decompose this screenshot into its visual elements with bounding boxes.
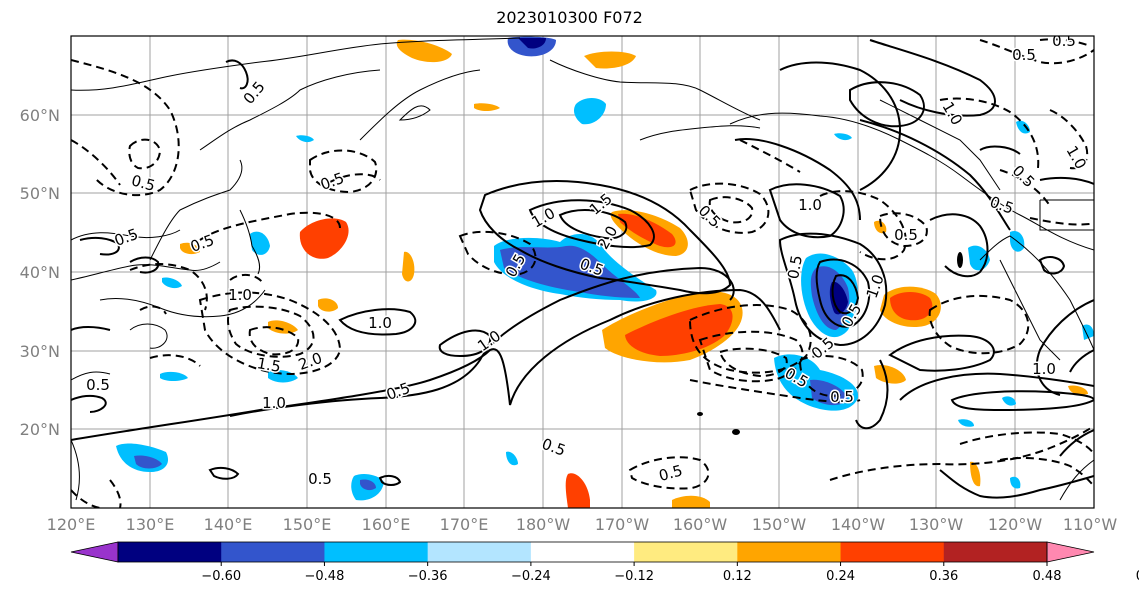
colorbar-extend-low <box>70 541 119 563</box>
lat-tick-label: 40°N <box>20 263 60 282</box>
lon-tick-label: 120°W <box>988 515 1043 534</box>
colorbar-tick-label: −0.60 <box>201 569 241 584</box>
lon-tick-label: 170°E <box>440 515 489 534</box>
negative-anomaly-blob <box>958 419 974 427</box>
lon-tick-label: 180°W <box>516 515 571 534</box>
positive-anomaly-blob <box>318 298 338 312</box>
negative-anomaly-blob <box>518 38 546 49</box>
contour-label: 0.5 <box>894 226 918 244</box>
colorbar-extend-high <box>1046 541 1095 563</box>
positive-anomaly-blob <box>618 213 676 248</box>
positive-anomaly-blob <box>299 218 349 259</box>
contour-label: 1.0 <box>368 314 392 332</box>
colorbar-segment <box>118 542 222 562</box>
negative-anomaly-blob <box>834 133 852 141</box>
lat-tick-label: 60°N <box>20 106 60 125</box>
contour-label: 1.0 <box>798 196 822 214</box>
colorbar-segment <box>840 542 945 562</box>
lat-axis: 60°N 50°N 40°N 30°N 20°N <box>20 106 60 439</box>
lon-tick-label: 140°W <box>831 515 886 534</box>
negative-anomaly-blob <box>1002 396 1016 406</box>
positive-contours <box>71 39 1094 499</box>
lon-tick-label: 150°E <box>283 515 332 534</box>
map-title: 2023010300 F072 <box>496 8 643 27</box>
lat-tick-label: 30°N <box>20 342 60 361</box>
lon-tick-label: 130°W <box>909 515 964 534</box>
colorbar-segment <box>221 542 325 562</box>
positive-anomaly-blob <box>890 292 933 321</box>
colorbar-segment <box>737 542 842 562</box>
land-features <box>697 252 963 435</box>
colorbar-tick-label: 0.24 <box>826 569 855 584</box>
contour-label: 0.5 <box>1052 32 1076 50</box>
negative-anomaly-blob <box>506 451 518 466</box>
negative-anomaly-blob <box>250 231 270 255</box>
contour-label: 0.5 <box>1012 46 1036 64</box>
negative-anomaly-blob <box>1016 120 1030 134</box>
lon-tick-label: 140°E <box>204 515 253 534</box>
lat-tick-label: 50°N <box>20 184 60 203</box>
colorbar-tick-label: 0.48 <box>1033 569 1062 584</box>
contour-label: 1.0 <box>1032 360 1056 378</box>
negative-anomaly-blob <box>134 455 162 469</box>
colorbar-tick-label: −0.48 <box>305 569 345 584</box>
positive-anomaly-blob <box>565 473 590 508</box>
lon-axis: 120°E 130°E 140°E 150°E 160°E 170°E 180°… <box>47 515 1118 534</box>
negative-anomaly-blob <box>296 135 314 143</box>
positive-anomaly-blob <box>584 51 636 69</box>
lon-tick-label: 170°W <box>595 515 650 534</box>
lon-tick-label: 130°E <box>126 515 175 534</box>
lon-tick-label: 160°E <box>362 515 411 534</box>
positive-anomaly-blob <box>625 304 733 356</box>
positive-anomaly-blob <box>180 242 200 255</box>
lon-tick-label: 110°W <box>1063 515 1118 534</box>
lon-tick-label: 150°W <box>752 515 807 534</box>
lat-tick-label: 20°N <box>20 420 60 439</box>
lon-tick-label: 120°E <box>47 515 96 534</box>
negative-anomaly-blob <box>574 98 606 125</box>
negative-anomaly-blob <box>160 371 188 381</box>
positive-anomaly-blob <box>396 39 452 63</box>
colorbar-tick-label: −0.12 <box>614 569 654 584</box>
positive-anomaly-blob <box>1068 385 1088 395</box>
colorbar: −0.60 −0.48 −0.36 −0.24 −0.12 0.12 0.24 0.36 0.4… <box>70 541 1139 584</box>
colorbar-segment <box>427 542 532 562</box>
colorbar-segment <box>324 542 429 562</box>
colorbar-segment <box>634 542 738 562</box>
positive-anomaly-blob <box>874 364 906 384</box>
positive-anomaly-blob <box>402 251 415 282</box>
negative-anomaly-blob <box>162 277 182 289</box>
colorbar-tick-label: 0.36 <box>929 569 958 584</box>
contour-label: 0.5 <box>86 376 110 394</box>
positive-anomaly-blob <box>874 220 887 234</box>
colorbar-frame <box>117 541 1048 563</box>
contour-label: 1.0 <box>228 286 252 304</box>
negative-anomaly-blob <box>1082 324 1094 340</box>
positive-anomaly-blob <box>970 461 981 487</box>
colorbar-segment <box>943 542 1048 562</box>
negative-contours <box>71 38 1094 508</box>
colorbar-tick-label: −0.36 <box>408 569 448 584</box>
colorbar-tick-label: −0.24 <box>511 569 551 584</box>
contour-label: 1.0 <box>262 394 286 412</box>
negative-anomaly-blob <box>1010 476 1021 489</box>
negative-anomaly-blob <box>810 379 848 406</box>
map-frame <box>70 35 1095 509</box>
negative-anomaly-blob <box>360 479 376 491</box>
contour-label: 0.5 <box>830 388 854 406</box>
positive-anomaly-blob <box>268 320 298 334</box>
contour-label: 0.5 <box>308 470 332 488</box>
positive-anomaly-blob <box>474 103 500 111</box>
colorbar-tick-label: 0.12 <box>723 569 752 584</box>
colorbar-tick-label: 0.60 <box>1136 569 1139 584</box>
lon-tick-label: 160°W <box>673 515 728 534</box>
colorbar-segment <box>530 542 635 562</box>
negative-anomaly-blob <box>829 281 848 315</box>
positive-anomaly-blob <box>672 495 710 508</box>
